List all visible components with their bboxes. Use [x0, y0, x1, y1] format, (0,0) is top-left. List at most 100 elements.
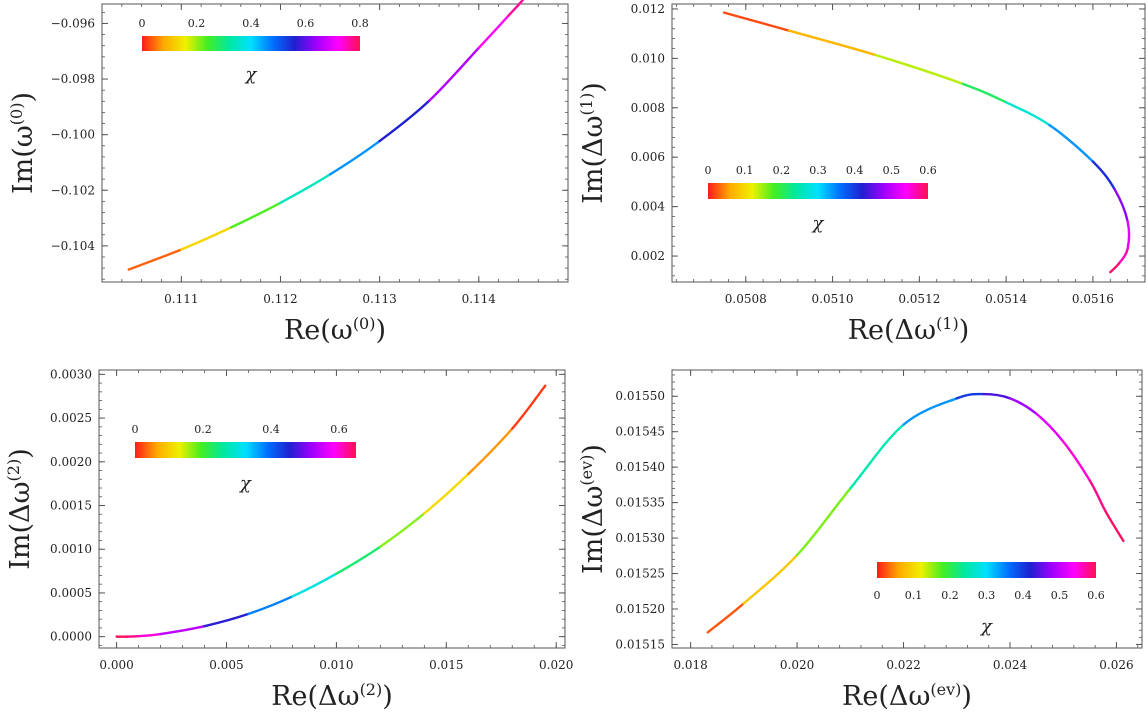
x-tick-label: 0.020: [780, 658, 814, 672]
curve-segment: [229, 201, 282, 229]
curve-segment: [1035, 412, 1065, 443]
x-tick-label: 0.026: [1099, 658, 1133, 672]
x-tick-label: 0.0508: [725, 292, 767, 306]
y-tick-label: −0.104: [51, 239, 96, 253]
x-axis-title: Re(Δω(1)): [848, 314, 970, 346]
x-axis-title-close: ): [375, 315, 386, 346]
x-axis-title-main: Re(Δω: [271, 681, 359, 712]
curve-segment: [1048, 123, 1095, 163]
y-axis-title-sup: (1): [577, 93, 596, 116]
curve-segment: [1062, 440, 1092, 482]
y-tick-label: 0.01530: [615, 531, 665, 545]
colorbar-tick-label: 0.6: [1087, 589, 1105, 602]
panel-3: 0.000 0.005 0.010 0.015 0.020 0.0000 0.0005 0.0…: [4, 367, 573, 712]
colorbar-tick-label: 0.2: [773, 164, 791, 177]
x-tick-label: 0.024: [993, 658, 1028, 672]
colorbar-tick-label: 0.3: [809, 164, 827, 177]
curve-segment: [874, 53, 964, 86]
panel-4: 0.018 0.020 0.022 0.024 0.026 0.01515 0.01520 0…: [577, 369, 1143, 712]
x-axis-title-main: Re(Δω: [842, 681, 930, 712]
curve-segment: [1008, 397, 1038, 416]
x-tick-label: 0.113: [362, 292, 396, 306]
x-axis-title: Re(ω(0)): [284, 314, 386, 346]
y-tick-label: 0.0010: [50, 542, 92, 556]
colorbar-tick-label: 0: [139, 17, 146, 30]
curve-segment: [379, 512, 426, 548]
curve-segment: [423, 472, 470, 515]
curve-segment: [1004, 101, 1051, 127]
colorbar-title: χ: [979, 616, 993, 637]
y-tick-label: 0.010: [631, 51, 665, 65]
y-tick-label: 0.012: [631, 2, 665, 16]
x-axis-title-main: Re(ω: [284, 315, 353, 346]
x-tick-label: 0.0514: [985, 292, 1027, 306]
x-axis-title-main: Re(Δω: [848, 315, 936, 346]
x-axis-title-sup: (1): [936, 314, 959, 333]
y-tick-label: 0.002: [631, 249, 665, 263]
y-tick-label: −0.102: [51, 183, 95, 197]
curve-segment: [159, 624, 206, 636]
x-tick-label: 0.015: [429, 658, 463, 672]
colorbar-tick-label: 0: [705, 164, 712, 177]
x-tick-label: 0.0512: [898, 292, 940, 306]
y-axis-title-close: ): [578, 444, 609, 455]
curve-segment: [1117, 247, 1129, 265]
curve-segment: [507, 0, 525, 17]
y-axis-title-close: ): [8, 92, 39, 103]
y-tick-label: −0.100: [51, 128, 95, 142]
curve-segment: [328, 139, 381, 176]
colorbar-title: χ: [238, 473, 252, 494]
curve-segment: [722, 11, 791, 32]
curve-segment: [427, 46, 480, 102]
curve-segment: [795, 487, 852, 557]
curve-segment: [849, 423, 905, 490]
x-axis-title-close: ): [961, 681, 972, 712]
curve-segment: [137, 632, 162, 638]
plot-frame: [101, 3, 569, 283]
x-axis-title-sup: (ev): [930, 680, 961, 699]
x-tick-label: 0.0516: [1072, 292, 1114, 306]
y-axis-title: Im(Δω(ev)): [577, 444, 609, 574]
curve-segment: [291, 572, 338, 598]
curve-segment: [1126, 220, 1131, 250]
colorbar-tick-label: 0.8: [351, 17, 369, 30]
y-tick-label: 0.01540: [615, 460, 665, 474]
x-tick-label: 0.005: [209, 658, 243, 672]
y-tick-label: 0.0025: [50, 411, 92, 425]
y-tick-label: 0.0030: [50, 367, 92, 381]
colorbar-tick-label: 0.4: [242, 17, 260, 30]
colorbar: [708, 183, 928, 199]
curve-segment: [955, 392, 985, 400]
y-tick-label: 0.01515: [615, 637, 665, 651]
x-tick-label: 0.018: [673, 658, 707, 672]
y-axis-title-sup: (2): [4, 459, 23, 482]
colorbar-tick-label: 0.6: [330, 423, 348, 436]
y-tick-label: −0.096: [51, 16, 95, 30]
colorbar-tick-label: 0.4: [262, 423, 280, 436]
y-tick-label: 0.01520: [615, 602, 665, 616]
colorbar-tick-label: 0: [874, 589, 881, 602]
y-axis-title-main: Im(Δω: [578, 115, 609, 203]
curve-segment: [477, 14, 510, 50]
colorbar-tick-label: 0.5: [883, 164, 901, 177]
curve-segment: [1109, 262, 1121, 274]
y-tick-label: 0.01550: [615, 389, 665, 403]
curve-segment: [787, 29, 878, 57]
colorbar-tick-label: 0.2: [188, 17, 206, 30]
curve-segment: [203, 612, 250, 628]
curve-segment: [467, 427, 514, 476]
panel-1: 0.111 0.112 0.113 0.114 −0.104 −0.102 −0.100 −0…: [7, 0, 569, 346]
colorbar-tick-label: 0.4: [1014, 589, 1032, 602]
x-tick-label: 0.000: [99, 658, 133, 672]
curve-segment: [335, 545, 382, 575]
y-axis-title-sup: (0): [7, 103, 26, 126]
curve-segment: [982, 392, 1012, 400]
colorbar: [135, 442, 356, 458]
colorbar-tick-label: 0.1: [736, 164, 754, 177]
x-axis-title: Re(Δω(ev)): [842, 680, 972, 712]
colorbar-tick-label: 0.2: [941, 589, 959, 602]
x-axis-title-sup: (0): [353, 314, 376, 333]
curve-segment: [180, 226, 233, 251]
curve-segment: [1091, 160, 1116, 191]
curve-segment: [279, 173, 332, 204]
